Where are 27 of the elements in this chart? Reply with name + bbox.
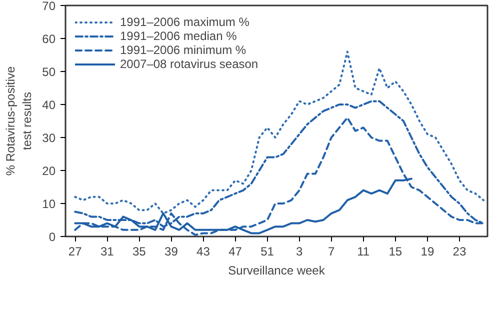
x-tick-label: 23 <box>452 244 466 258</box>
y-tick-label: 30 <box>42 131 56 145</box>
y-axis-title: % Rotavirus-positive test results <box>3 66 34 176</box>
x-tick-label: 39 <box>164 244 178 258</box>
legend-label: 1991–2006 maximum % <box>120 15 250 29</box>
x-tick-label: 3 <box>296 244 303 258</box>
y-tick-label: 70 <box>42 0 56 13</box>
x-axis-title: Surveillance week <box>228 264 326 278</box>
x-tick-label: 47 <box>228 244 242 258</box>
y-tick-label: 50 <box>42 65 56 79</box>
x-tick-label: 15 <box>388 244 402 258</box>
x-tick-label: 19 <box>420 244 434 258</box>
y-tick-label: 10 <box>42 197 56 211</box>
x-tick-label: 31 <box>100 244 114 258</box>
y-tick-label: 20 <box>42 164 56 178</box>
x-tick-label: 7 <box>328 244 336 258</box>
x-tick-label: 27 <box>68 244 82 258</box>
legend-label: 2007–08 rotavirus season <box>120 57 258 71</box>
legend-label: 1991–2006 minimum % <box>120 43 246 57</box>
y-tick-label: 40 <box>42 98 56 112</box>
y-tick-label: 60 <box>42 32 56 46</box>
y-tick-label: 0 <box>48 230 56 244</box>
x-tick-label: 43 <box>196 244 210 258</box>
x-tick-label: 35 <box>132 244 146 258</box>
legend-label: 1991–2006 median % <box>120 29 237 43</box>
x-tick-label: 51 <box>260 244 274 258</box>
x-tick-label: 11 <box>357 244 370 258</box>
